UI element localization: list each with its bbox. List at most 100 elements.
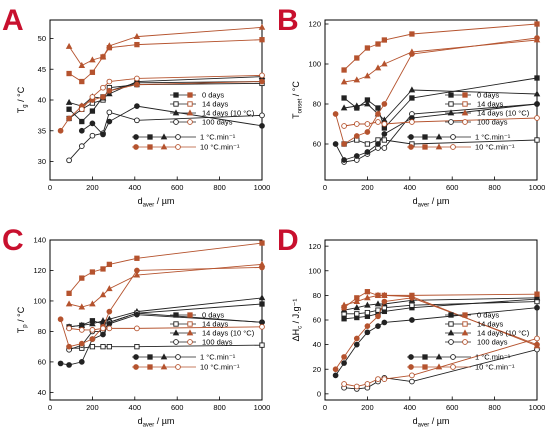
data-point [381,298,388,305]
legend-marker [187,92,193,98]
x-tick-label: 0 [323,183,327,192]
data-point [364,100,371,107]
legend-label: 10 °C.min⁻¹ [200,143,240,152]
legend-label: 1 °C.min⁻¹ [475,133,511,142]
x-tick-label: 1000 [529,183,546,192]
legend-marker [175,364,181,370]
legend-marker [447,329,455,336]
data-point [374,291,382,298]
y-tick-label: 120 [33,266,46,275]
x-tick-label: 200 [361,403,374,412]
y-axis-label: Tonset / °C [291,81,304,119]
y-axis-label: ΔHc / J.g⁻¹ [291,299,304,342]
data-point [332,372,339,379]
legend-marker [147,354,153,360]
legend-label: 10 °C.min⁻¹ [475,363,515,372]
data-point [79,78,85,85]
data-point [353,297,361,304]
data-point [78,340,85,347]
legend-marker [160,353,168,360]
data-point [259,240,265,246]
data-point [381,60,388,67]
legend-marker [422,134,428,140]
legend-marker [435,363,443,370]
data-point [89,327,96,333]
data-point [134,255,140,261]
series-8 [65,23,266,68]
series-line [60,81,263,132]
series-1 [341,75,540,131]
x-tick-label: 400 [129,183,142,192]
legend-marker [175,134,181,140]
data-point [341,354,347,360]
y-tick-label: 20 [313,365,321,374]
data-point [79,118,85,125]
data-point [66,362,72,368]
panel-b: 0 200 400 600 800 1000 60 80 100 120 daver / µm Ton… [277,4,545,209]
data-point [89,132,96,139]
data-point [375,323,381,330]
data-point [375,119,381,125]
data-point [341,123,347,129]
x-tick-label: 800 [488,183,501,192]
data-point [341,157,347,163]
data-point [259,301,265,307]
x-tick-label: 800 [488,403,501,412]
data-point [409,372,415,379]
legend-label: 100 days [477,118,508,127]
legend-marker [450,364,456,370]
data-point [375,111,381,117]
legend-marker [408,134,414,140]
data-point [381,137,388,143]
data-point [106,344,113,350]
data-point [66,70,72,77]
x-axis-label: daver / µm [138,416,175,429]
legend-marker [187,312,193,318]
y-tick-label: 0 [317,389,321,398]
series-7 [341,21,540,73]
y-tick-label: 100 [308,266,321,275]
legend-marker [422,144,428,150]
data-point [133,271,141,278]
data-point [57,360,64,367]
legend-label: 0 days [477,91,499,100]
x-tick-label: 800 [213,403,226,412]
data-point [364,141,371,147]
data-point [353,335,360,342]
legend-marker [173,312,179,318]
x-tick-label: 600 [171,403,184,412]
data-point [534,304,540,311]
data-point [66,290,72,296]
data-point [353,341,360,348]
data-point [341,95,347,101]
data-point [66,343,72,350]
legend-label: 0 days [202,91,224,100]
data-point [408,292,416,300]
y-tick-label: 100 [308,60,321,69]
legend-marker [175,144,181,150]
x-axis-label: daver / µm [138,196,175,209]
legend-marker [422,364,428,370]
x-tick-label: 200 [361,183,374,192]
data-point [259,78,265,85]
y-tick-label: 80 [313,291,321,300]
legend-marker [173,101,179,107]
legend-marker [448,339,454,345]
data-point [332,366,339,373]
series-8 [340,291,541,349]
legend-label: 100 days [202,338,233,347]
data-point [134,103,140,110]
legend-marker [450,134,456,140]
series-3 [65,72,266,109]
data-point [106,320,113,327]
data-point [89,120,96,127]
y-tick-label: 60 [313,140,321,149]
data-point [381,101,388,107]
data-point [364,309,371,316]
y-tick-label: 60 [38,358,46,367]
legend-marker [450,144,456,150]
data-point [57,316,64,323]
legend-marker [187,321,193,327]
data-point [364,301,371,308]
